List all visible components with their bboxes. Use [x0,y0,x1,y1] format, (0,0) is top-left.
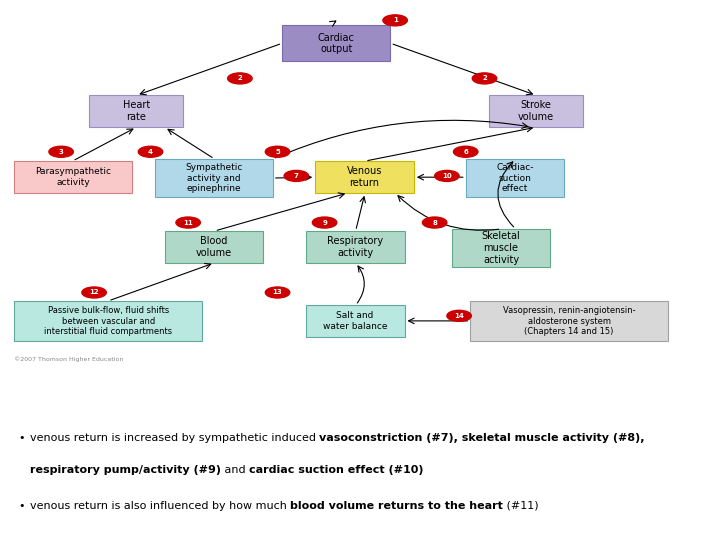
FancyBboxPatch shape [470,301,668,341]
Text: Cardiac-
suction
effect: Cardiac- suction effect [496,163,534,193]
Text: Passive bulk-flow, fluid shifts
between vascular and
interstitial fluid compartm: Passive bulk-flow, fluid shifts between … [44,306,172,336]
Circle shape [228,73,252,84]
Circle shape [472,73,497,84]
Text: (#11): (#11) [503,501,539,511]
Circle shape [454,146,478,157]
Text: 12: 12 [89,289,99,295]
Circle shape [49,146,73,157]
Text: venous return is also influenced by how much: venous return is also influenced by how … [30,501,290,511]
Text: 5: 5 [275,148,280,155]
FancyBboxPatch shape [14,161,132,193]
Text: 4: 4 [148,148,153,155]
FancyBboxPatch shape [451,229,550,267]
Text: 3: 3 [59,148,63,155]
Text: Respiratory
activity: Respiratory activity [327,236,383,258]
Text: 2: 2 [238,76,242,82]
FancyBboxPatch shape [165,231,264,263]
Circle shape [383,15,408,26]
Circle shape [423,217,447,228]
Text: 10: 10 [442,173,451,179]
FancyBboxPatch shape [89,96,184,127]
Text: 7: 7 [294,173,299,179]
Text: 2: 2 [482,76,487,82]
Text: venous return is increased by sympathetic induced: venous return is increased by sympatheti… [30,433,319,443]
Text: ©2007 Thomson Higher Education: ©2007 Thomson Higher Education [14,357,124,362]
Circle shape [284,171,309,181]
Text: Skeletal
muscle
activity: Skeletal muscle activity [482,231,521,265]
FancyBboxPatch shape [156,159,273,197]
Text: Salt and
water balance: Salt and water balance [323,312,387,331]
FancyBboxPatch shape [14,301,202,341]
Text: •: • [18,501,24,511]
Text: 9: 9 [322,220,327,226]
FancyBboxPatch shape [306,305,405,337]
Circle shape [82,287,107,298]
Text: 11: 11 [184,220,193,226]
Text: Parasympathetic
activity: Parasympathetic activity [35,167,111,187]
Text: 8: 8 [432,220,437,226]
FancyBboxPatch shape [306,231,405,263]
FancyBboxPatch shape [282,25,390,62]
Text: Vasopressin, renin-angiotensin-
aldosterone system
(Chapters 14 and 15): Vasopressin, renin-angiotensin- aldoster… [503,306,636,336]
Text: Cardiac
output: Cardiac output [318,32,355,54]
Circle shape [138,146,163,157]
FancyBboxPatch shape [466,159,564,197]
Text: Heart
rate: Heart rate [123,100,150,122]
Text: •: • [18,433,24,443]
Text: Sympathetic
activity and
epinephrine: Sympathetic activity and epinephrine [185,163,243,193]
FancyBboxPatch shape [489,96,583,127]
Circle shape [447,310,472,321]
Text: Venous
return: Venous return [347,166,382,188]
Text: 14: 14 [454,313,464,319]
Circle shape [176,217,200,228]
FancyBboxPatch shape [315,161,414,193]
Text: respiratory pump/activity (#9): respiratory pump/activity (#9) [30,465,221,475]
Text: Blood
volume: Blood volume [196,236,232,258]
Circle shape [265,146,289,157]
Text: vasoconstriction (#7), skeletal muscle activity (#8),: vasoconstriction (#7), skeletal muscle a… [319,433,645,443]
Circle shape [435,171,459,181]
Text: 1: 1 [392,17,397,23]
Text: 13: 13 [273,289,282,295]
Text: cardiac suction effect (#10): cardiac suction effect (#10) [249,465,423,475]
Text: blood volume returns to the heart: blood volume returns to the heart [290,501,503,511]
Circle shape [265,287,289,298]
Circle shape [312,217,337,228]
Text: 6: 6 [464,148,468,155]
Text: and: and [221,465,249,475]
Text: Stroke
volume: Stroke volume [518,100,554,122]
